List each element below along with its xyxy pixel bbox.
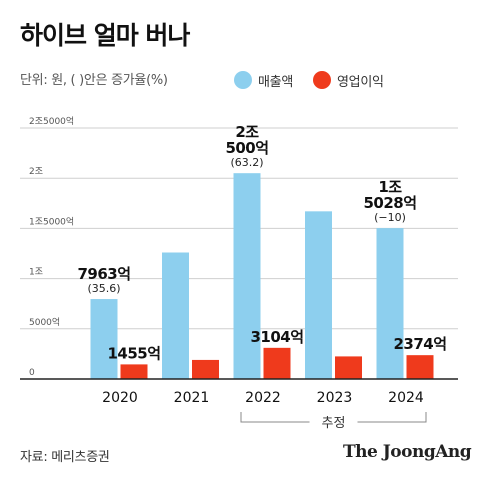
forecast-bracket <box>240 412 427 423</box>
y-tick-label: 1조 <box>29 268 43 278</box>
x-tick-label: 2021 <box>174 390 210 406</box>
legend-swatch-revenue <box>234 71 252 89</box>
x-tick-label: 2023 <box>317 390 353 406</box>
chart-title: 하이브 얼마 버나 <box>20 21 190 50</box>
bar-operating-profit <box>120 364 148 379</box>
data-label: 1조 <box>378 178 402 196</box>
forecast-label: 추정 <box>322 416 346 431</box>
x-tick-label: 2022 <box>245 390 281 406</box>
data-label: 5028억 <box>363 194 416 212</box>
legend-swatch-operating-profit <box>313 71 331 89</box>
y-tick-label: 2조 <box>29 167 43 177</box>
data-label: 2조 <box>235 123 259 141</box>
legend-label-revenue: 매출액 <box>258 75 293 90</box>
bar-operating-profit <box>335 356 362 379</box>
y-tick-label: 5000억 <box>29 316 60 328</box>
x-tick-label: 2020 <box>102 390 138 406</box>
growth-label: (63.2) <box>230 156 263 169</box>
y-tick-label: 2조5000억 <box>29 115 74 127</box>
unit-note: 단위: 원, ( )안은 증가율(%) <box>20 73 168 88</box>
legend-label-operating-profit: 영업이익 <box>337 75 384 90</box>
bar-operating-profit <box>192 359 219 379</box>
bar-revenue <box>376 228 404 379</box>
bar-operating-profit <box>406 355 434 379</box>
y-tick-label: 1조5000억 <box>29 215 74 227</box>
data-label: 7963억 <box>77 265 130 283</box>
growth-label: (35.6) <box>87 282 120 295</box>
bar-operating-profit <box>263 347 291 379</box>
x-tick-label: 2024 <box>388 390 424 406</box>
bar-revenue <box>305 211 332 379</box>
bar-revenue <box>233 173 261 379</box>
source-note: 자료: 메리츠증권 <box>20 450 110 465</box>
data-label: 1455억 <box>107 344 160 362</box>
brand-logo: The JoongAng <box>343 442 472 462</box>
bar-revenue <box>90 299 118 379</box>
data-label: 2374억 <box>393 335 446 353</box>
growth-label: (−10) <box>374 211 406 224</box>
bar-revenue <box>162 252 189 379</box>
y-tick-label: 0 <box>29 368 35 378</box>
data-label: 3104억 <box>250 328 303 346</box>
data-label: 500억 <box>225 139 268 157</box>
